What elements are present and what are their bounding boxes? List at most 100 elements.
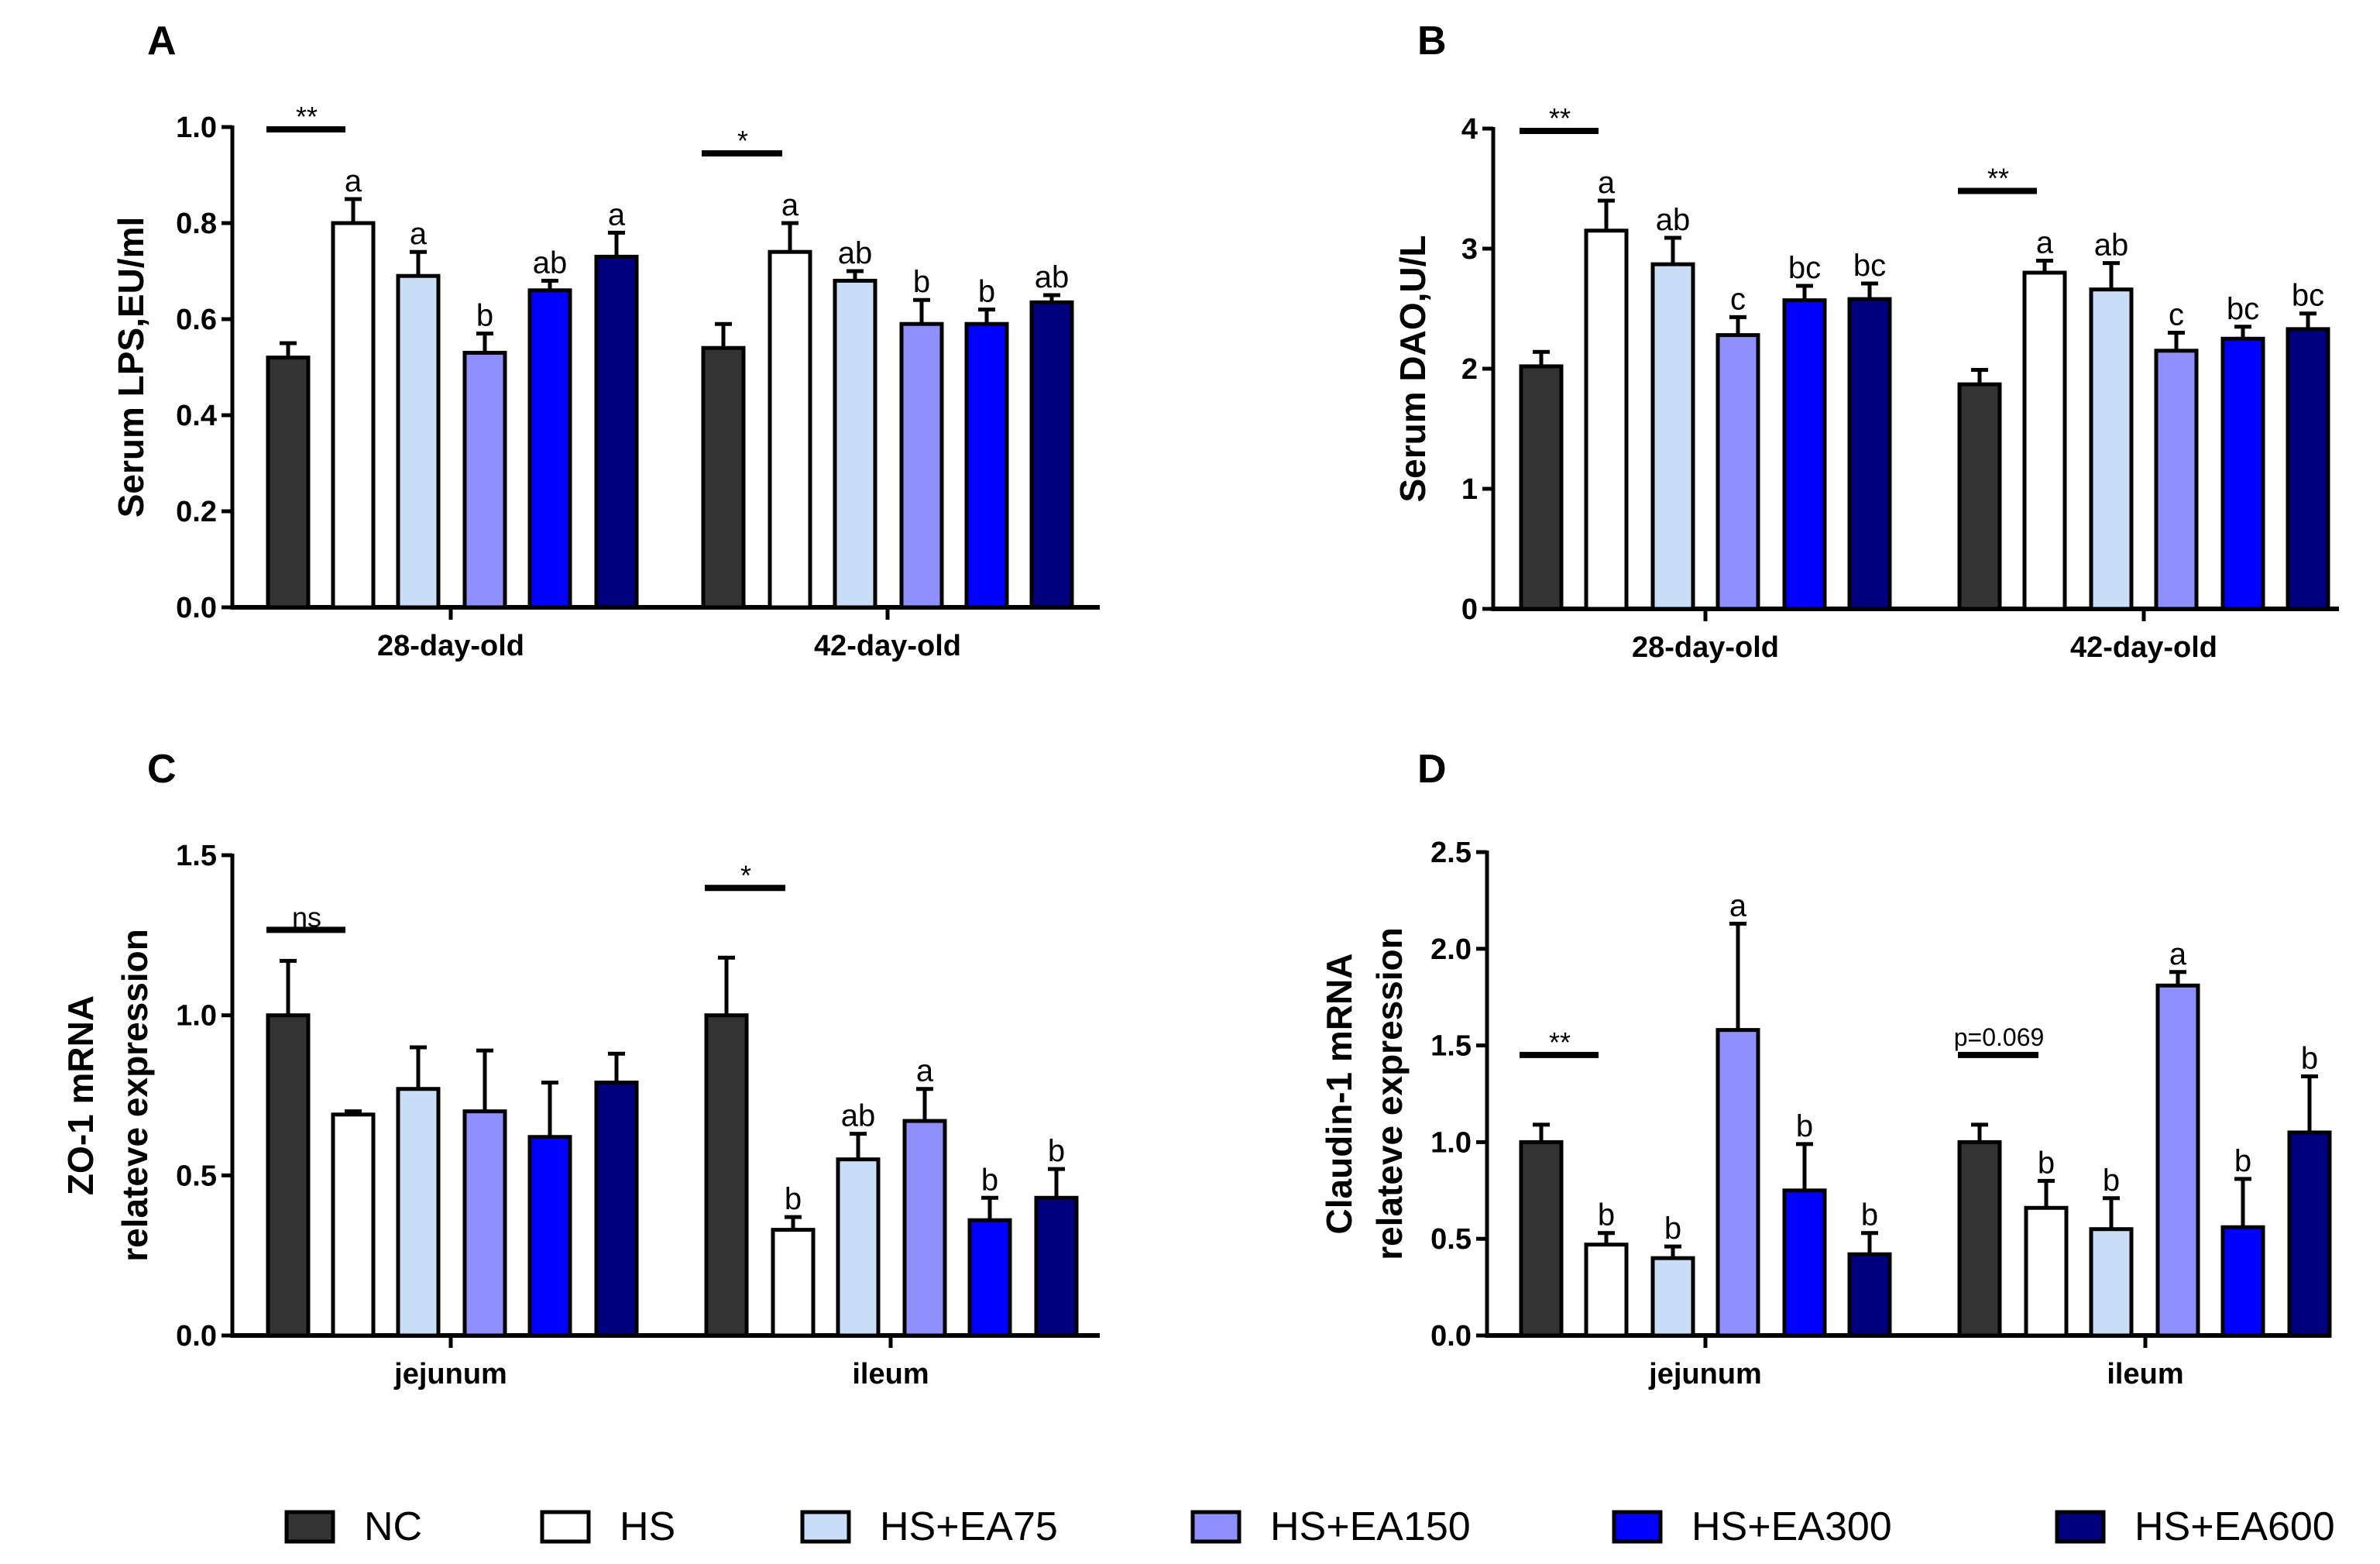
bar-hs-ea75 — [1650, 1256, 1695, 1338]
panel-d: D 0.0 0.5 1.0 1.5 2.0 2.5 Claudin-1 mRNA relatev… — [1319, 747, 2332, 1390]
bar-hs-ea150 — [1715, 333, 1760, 611]
significance-letter: a — [608, 198, 626, 232]
bar-hs-ea75 — [2089, 1227, 2134, 1338]
legend: NC HS HS+EA75 HS+EA150 HS+EA300 HS+EA600 — [284, 1504, 2335, 1549]
legend-item: HS+EA150 — [1190, 1504, 1471, 1549]
significance-letter: b — [2234, 1144, 2251, 1178]
significance-letter: ab — [838, 236, 873, 270]
significance-letter: b — [1598, 1198, 1615, 1232]
bar-hs-ea300 — [964, 321, 1009, 610]
y-tick-label: 0.8 — [176, 208, 217, 240]
panel-c: C 0.0 0.5 1.0 1.5 ZO-1 mRNA relateve expressio… — [60, 747, 1100, 1390]
y-axis-label: Claudin-1 mRNA — [1319, 954, 1359, 1235]
significance-letter: a — [410, 217, 428, 251]
bar-hs — [1584, 1243, 1629, 1338]
significance-letter: ab — [1035, 260, 1070, 294]
y-tick-label: 2 — [1461, 353, 1478, 386]
y-tick-label: 2.0 — [1430, 933, 1472, 966]
significance-letter: b — [981, 1163, 998, 1197]
significance-letter: a — [2169, 937, 2187, 971]
comparison-label: p=0.069 — [1954, 1023, 2045, 1051]
significance-letter: b — [1861, 1198, 1878, 1232]
significance-letter: a — [781, 188, 799, 222]
legend-swatch — [2055, 1510, 2106, 1544]
y-tick-label: 0.0 — [176, 1320, 217, 1353]
significance-letter: ab — [841, 1099, 876, 1133]
y-tick-label: 0.2 — [176, 496, 217, 528]
legend-item: HS+EA600 — [2055, 1504, 2335, 1549]
bar-hs-ea600 — [2287, 1130, 2332, 1338]
panel-label: C — [147, 747, 177, 792]
bar-hs-ea75 — [836, 1157, 881, 1338]
bar-hs-ea600 — [1847, 1252, 1892, 1338]
comparison-label: ns — [292, 901, 321, 933]
y-tick-label: 1.0 — [176, 112, 217, 144]
legend-swatch — [1190, 1510, 1242, 1544]
x-tick-label: ileum — [852, 1358, 929, 1390]
bar-hs — [771, 1228, 816, 1338]
bar-hs — [1584, 229, 1629, 611]
y-tick-label: 1.5 — [1430, 1030, 1472, 1063]
y-axis-label: relateve expression — [115, 929, 155, 1262]
significance-letter: bc — [2227, 292, 2259, 326]
y-axis-label: relateve expression — [1369, 927, 1410, 1260]
comparison-label: ** — [1549, 1026, 1571, 1058]
significance-letter: b — [1048, 1134, 1065, 1168]
bar-hs-ea75 — [396, 273, 441, 610]
bar-nc — [1519, 1139, 1564, 1338]
y-tick-label: 1.5 — [176, 840, 217, 872]
bar-nc — [1957, 382, 2002, 611]
significance-letter: b — [2301, 1042, 2318, 1076]
bar-hs-ea150 — [902, 1119, 947, 1338]
bar-nc — [701, 345, 746, 610]
panel-label: D — [1417, 747, 1447, 792]
significance-letter: b — [1664, 1212, 1681, 1246]
bar-hs — [331, 1112, 376, 1338]
bar-hs-ea75 — [396, 1087, 441, 1338]
bar-hs-ea600 — [2286, 327, 2330, 611]
y-tick-label: 0.0 — [1430, 1320, 1472, 1353]
bar-nc — [266, 1013, 311, 1338]
panel-label: B — [1417, 19, 1447, 64]
x-tick-label: ileum — [2107, 1358, 2183, 1390]
bar-hs-ea150 — [2155, 983, 2200, 1338]
x-tick-label: 28-day-old — [1632, 631, 1779, 664]
bar-hs-ea150 — [2154, 349, 2199, 611]
significance-letter: a — [1729, 889, 1747, 923]
comparison-label: ** — [1987, 163, 2009, 194]
y-tick-label: 2.5 — [1430, 837, 1472, 869]
significance-letter: c — [1730, 282, 1746, 316]
significance-letter: bc — [2292, 279, 2324, 313]
bar-hs-ea150 — [462, 1109, 507, 1338]
significance-letter: ab — [2094, 229, 2129, 263]
comparison-label: ** — [1549, 102, 1571, 134]
y-tick-label: 1 — [1461, 473, 1478, 506]
comparison-label: * — [740, 859, 751, 891]
legend-item: HS — [540, 1504, 675, 1549]
bar-hs-ea300 — [1782, 298, 1827, 611]
bar-hs-ea150 — [1715, 1028, 1760, 1338]
significance-letter: b — [476, 299, 493, 333]
significance-letter: a — [1598, 166, 1616, 200]
bar-hs-ea75 — [2089, 287, 2134, 611]
bar-nc — [1519, 364, 1564, 611]
y-tick-label: 1.0 — [176, 1000, 217, 1033]
panel-label: A — [147, 19, 177, 64]
bar-hs-ea600 — [594, 254, 639, 610]
legend-label: NC — [364, 1504, 422, 1549]
significance-letter: b — [1796, 1109, 1813, 1143]
y-tick-label: 3 — [1461, 233, 1478, 266]
y-tick-label: 0 — [1461, 593, 1478, 626]
comparison-label: * — [737, 125, 748, 156]
y-tick-label: 0.5 — [176, 1160, 217, 1192]
bar-hs-ea150 — [462, 350, 507, 610]
bar-hs-ea300 — [527, 288, 572, 610]
legend-swatch — [1612, 1510, 1663, 1544]
significance-letter: c — [2169, 298, 2184, 332]
significance-letter: b — [2038, 1146, 2055, 1180]
bar-nc — [266, 356, 311, 610]
bar-hs-ea600 — [1029, 300, 1074, 610]
bar-hs-ea75 — [833, 278, 877, 610]
